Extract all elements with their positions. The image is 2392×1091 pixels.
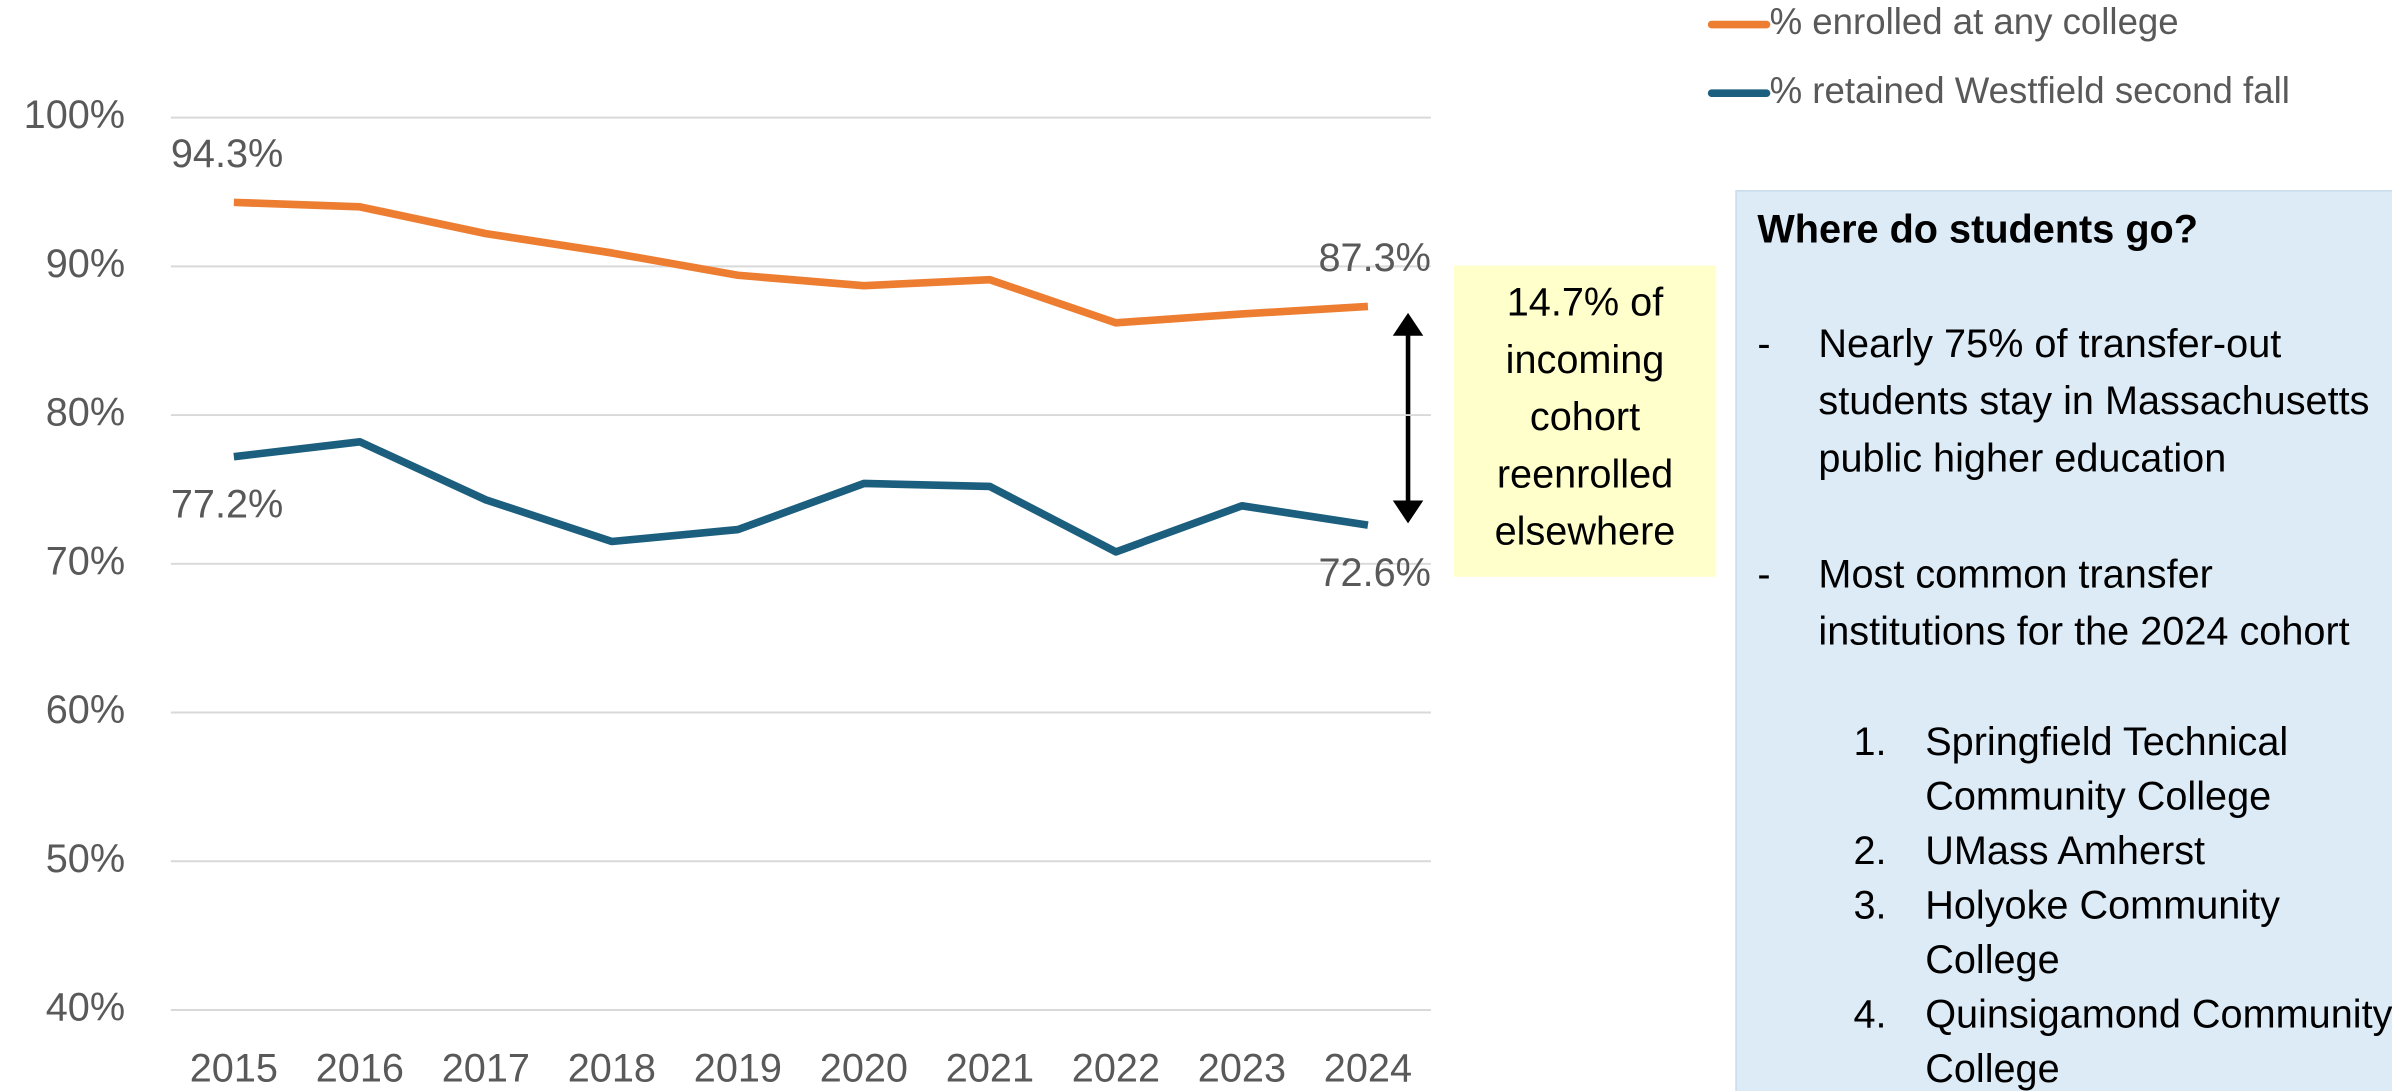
y-tick-label: 100%	[24, 93, 125, 137]
data-label: 87.3%	[1318, 236, 1430, 280]
y-tick-label: 60%	[46, 688, 125, 732]
list-text: Holyoke Community	[1925, 883, 2280, 927]
bullet-text: students stay in Massachusetts	[1818, 379, 2369, 423]
list-number: 2.	[1853, 829, 1886, 873]
legend-label: % enrolled at any college	[1770, 1, 2179, 42]
bullet-text: Most common transfer	[1818, 552, 2212, 596]
annotation-text: 14.7% of	[1507, 281, 1665, 325]
x-tick-label: 2017	[442, 1047, 530, 1091]
annotation-text: reenrolled	[1497, 452, 1673, 496]
line-series	[233, 438, 1369, 556]
annotation-box	[1453, 265, 1717, 577]
arrow-head	[1392, 500, 1424, 524]
panel-title: Where do students go?	[1757, 207, 2198, 251]
y-tick-label: 90%	[46, 242, 125, 286]
data-label: 77.2%	[171, 483, 283, 527]
list-text: Springfield Technical	[1925, 720, 2288, 764]
list-text: College	[1925, 1047, 2059, 1091]
info-panel	[1735, 190, 2392, 1091]
list-text: UMass Amherst	[1925, 829, 2205, 873]
x-tick-label: 2018	[568, 1047, 656, 1091]
y-tick-label: 50%	[46, 837, 125, 881]
x-tick-label: 2019	[694, 1047, 782, 1091]
data-label: 72.6%	[1318, 551, 1430, 595]
x-tick-label: 2024	[1324, 1047, 1412, 1091]
list-text: Community College	[1925, 775, 2271, 819]
x-tick-label: 2020	[820, 1047, 908, 1091]
list-text: Quinsigamond Community	[1925, 992, 2392, 1036]
annotation-text: cohort	[1530, 395, 1640, 439]
x-tick-label: 2021	[946, 1047, 1034, 1091]
annotation-text: incoming	[1506, 338, 1665, 382]
list-number: 4.	[1853, 992, 1886, 1036]
list-number: 1.	[1853, 720, 1886, 764]
list-number: 3.	[1853, 883, 1886, 927]
x-tick-label: 2023	[1198, 1047, 1286, 1091]
line-series	[233, 198, 1369, 327]
legend-label: % retained Westfield second fall	[1770, 70, 2290, 111]
y-tick-label: 40%	[46, 986, 125, 1030]
arrow-head	[1392, 312, 1424, 336]
x-tick-label: 2016	[316, 1047, 404, 1091]
y-tick-label: 70%	[46, 539, 125, 583]
data-label: 94.3%	[171, 132, 283, 176]
bullet-text: institutions for the 2024 cohort	[1818, 609, 2349, 653]
bullet-dash: -	[1757, 322, 1770, 366]
annotation-text: elsewhere	[1495, 510, 1676, 554]
list-text: College	[1925, 938, 2059, 982]
bullet-dash: -	[1757, 552, 1770, 596]
bullet-text: Nearly 75% of transfer-out	[1818, 322, 2281, 366]
x-tick-label: 2015	[190, 1047, 278, 1091]
bullet-text: public higher education	[1818, 436, 2226, 480]
x-tick-label: 2022	[1072, 1047, 1160, 1091]
y-tick-label: 80%	[46, 391, 125, 435]
